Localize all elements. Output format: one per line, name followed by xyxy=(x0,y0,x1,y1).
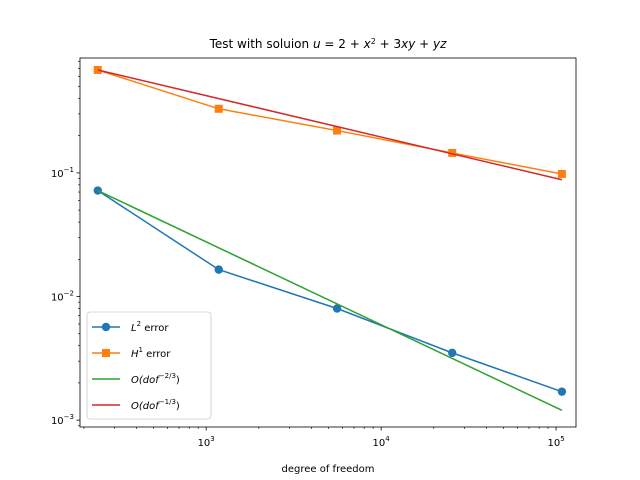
legend-box xyxy=(86,311,212,420)
y-tick-label: 10−3 xyxy=(51,413,74,427)
legend-label: L2 error xyxy=(131,320,169,334)
data-point xyxy=(93,65,102,74)
x-tick-label: 105 xyxy=(547,435,564,449)
data-point xyxy=(332,304,342,313)
data-point xyxy=(333,126,342,135)
data-point xyxy=(214,104,223,113)
legend-label: H1 error xyxy=(131,346,171,360)
legend-swatch-marker xyxy=(101,322,111,332)
x-axis-ticks: 103 104 105 xyxy=(83,427,565,449)
legend-item: O(dof−2/3) xyxy=(92,372,180,386)
x-tick-label: 104 xyxy=(373,435,391,449)
legend-item: O(dof−1/3) xyxy=(92,398,180,412)
series-1 xyxy=(93,65,566,178)
legend-label: O(dof−2/3) xyxy=(131,372,180,386)
legend-swatch-marker xyxy=(102,349,110,357)
legend-item: L2 error xyxy=(92,320,169,334)
series-3 xyxy=(97,69,563,181)
axes-frame xyxy=(79,57,577,428)
x-axis-label: degree of freedom xyxy=(282,464,375,475)
series-layer xyxy=(93,65,567,412)
series-line xyxy=(97,189,563,412)
data-point xyxy=(448,148,457,157)
legend: L2 error H1 error O(dof−2/3) O(dof−1/3) xyxy=(86,311,212,420)
y-tick-label: 10−2 xyxy=(51,290,74,304)
series-2 xyxy=(97,189,563,412)
y-tick-label: 10−1 xyxy=(51,166,74,180)
plot-area: 103 104 105 10−3 10−2 10−1 xyxy=(51,57,577,449)
series-0 xyxy=(93,186,567,396)
chart-title: Test with soluion u = 2 + x2 + 3xy + yz xyxy=(209,37,448,52)
legend-item: H1 error xyxy=(92,346,171,360)
y-axis-ticks: 10−3 10−2 10−1 xyxy=(51,60,80,427)
data-point xyxy=(557,169,566,178)
x-tick-label: 103 xyxy=(198,435,215,449)
data-point xyxy=(448,348,457,358)
legend-label: O(dof−1/3) xyxy=(131,398,180,412)
data-point xyxy=(557,387,567,396)
data-point xyxy=(214,265,223,274)
series-line xyxy=(97,69,563,181)
